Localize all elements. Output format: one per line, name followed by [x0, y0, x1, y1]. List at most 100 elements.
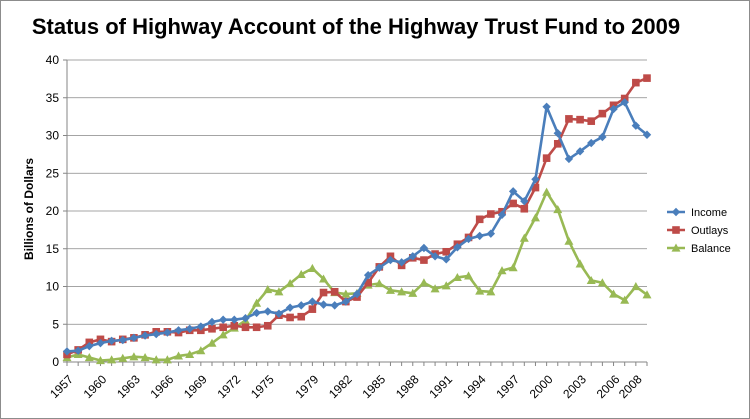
data-point	[218, 330, 228, 339]
data-point	[385, 285, 395, 294]
y-tick-label: 30	[46, 129, 60, 143]
data-point	[475, 231, 484, 241]
data-point	[185, 324, 194, 333]
x-tick-label: 1982	[326, 372, 355, 401]
data-point	[587, 138, 596, 148]
data-point	[442, 255, 451, 264]
data-point	[129, 352, 139, 361]
legend: Income Outlays Balance	[667, 207, 731, 255]
data-point	[297, 301, 306, 310]
data-point	[397, 287, 407, 296]
data-point	[631, 121, 641, 130]
legend-item-balance: Balance	[667, 243, 731, 255]
data-point	[475, 215, 484, 224]
data-point	[230, 315, 239, 324]
data-point	[330, 301, 339, 310]
data-point	[230, 321, 239, 330]
data-point	[374, 278, 384, 288]
data-point	[420, 256, 428, 264]
x-tick-label: 1960	[81, 372, 110, 401]
y-tick-label: 0	[52, 355, 59, 369]
data-point	[464, 271, 474, 280]
y-axis-label: Billions of Dollars	[22, 158, 36, 260]
data-point	[542, 102, 551, 112]
x-tick-label: 2008	[616, 372, 645, 401]
data-point	[452, 272, 462, 282]
data-point	[408, 252, 417, 261]
data-point	[530, 213, 540, 222]
y-tick-label: 40	[46, 53, 60, 67]
data-point	[609, 289, 619, 298]
data-point	[542, 187, 552, 196]
data-point	[140, 331, 150, 340]
data-point	[453, 243, 462, 252]
data-point	[162, 355, 172, 364]
data-point	[352, 289, 362, 299]
data-point	[297, 312, 306, 321]
x-tick-label: 1985	[359, 372, 388, 401]
legend-label: Outlays	[691, 225, 729, 237]
data-point	[363, 270, 373, 280]
series-balance	[62, 187, 652, 365]
data-point	[430, 252, 440, 261]
x-tick-label: 1979	[293, 372, 322, 401]
data-point	[642, 130, 652, 139]
data-point	[140, 352, 150, 362]
data-point	[497, 266, 507, 275]
data-point	[96, 338, 105, 348]
data-point	[620, 295, 630, 304]
data-point	[397, 258, 406, 267]
data-point	[531, 183, 540, 192]
data-point	[296, 269, 306, 279]
data-point	[598, 109, 607, 118]
data-point	[341, 289, 351, 298]
y-tick-label: 15	[46, 242, 60, 256]
data-point	[263, 285, 273, 294]
data-point	[241, 314, 250, 323]
x-tick-label: 1997	[493, 372, 522, 401]
data-point	[497, 210, 507, 219]
data-point	[564, 236, 574, 245]
data-point	[252, 323, 261, 332]
data-point	[118, 353, 128, 362]
legend-item-outlays: Outlays	[667, 225, 729, 237]
data-point	[208, 324, 216, 333]
data-point	[196, 322, 206, 331]
data-point	[597, 278, 607, 287]
x-tick-label: 2000	[527, 372, 556, 401]
data-point	[408, 288, 418, 297]
x-tick-label: 2003	[560, 372, 589, 401]
data-point	[375, 263, 384, 272]
data-point	[308, 297, 317, 306]
data-point	[319, 300, 328, 309]
data-point	[330, 287, 339, 296]
data-point	[218, 315, 228, 324]
data-point	[565, 115, 573, 123]
data-point	[553, 129, 562, 138]
data-point	[542, 154, 551, 162]
x-tick-label: 1994	[460, 372, 489, 401]
data-point	[107, 336, 116, 346]
data-point	[95, 355, 105, 365]
data-point	[575, 259, 585, 268]
data-point	[419, 243, 429, 253]
data-point	[129, 333, 139, 343]
data-point	[118, 335, 127, 345]
x-tick-label: 1972	[214, 372, 243, 401]
x-tick-label: 1988	[393, 372, 422, 401]
data-point	[319, 288, 328, 297]
data-point	[671, 243, 681, 252]
data-point	[285, 278, 295, 288]
data-point	[207, 317, 217, 327]
data-point	[576, 115, 584, 124]
data-point	[341, 297, 351, 306]
data-point	[553, 140, 562, 148]
data-point	[419, 278, 429, 287]
data-point	[553, 204, 563, 214]
series-income	[62, 98, 652, 356]
data-point	[464, 234, 473, 244]
data-point	[84, 352, 94, 362]
data-point	[672, 226, 680, 234]
